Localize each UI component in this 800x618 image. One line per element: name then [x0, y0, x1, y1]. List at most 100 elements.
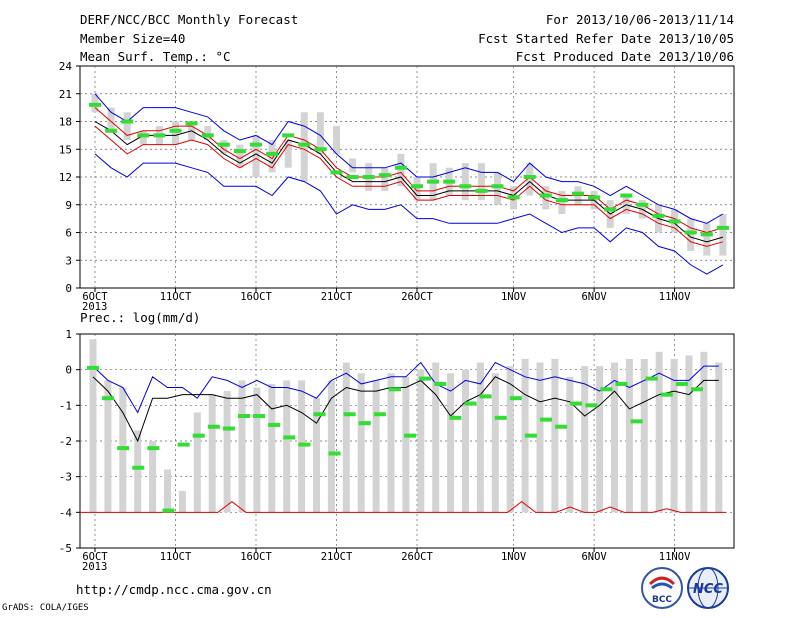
prec-median-mark — [283, 435, 296, 440]
prec-ytick-label: 0 — [65, 364, 72, 377]
temp-median-mark — [684, 230, 697, 235]
prec-median-mark — [192, 433, 205, 438]
prec-median-mark — [358, 421, 371, 426]
prec-spread-bar — [223, 391, 231, 513]
temp-spread-bar — [687, 218, 695, 251]
prec-spread-bar — [134, 430, 142, 513]
prec-spread-bar — [327, 380, 335, 513]
prec-spread-bar — [402, 376, 410, 513]
prec-xtick-year: 2013 — [82, 561, 107, 573]
temp-median-mark — [507, 195, 520, 200]
prec-spread-bar — [700, 351, 708, 513]
temp-spread-bar — [461, 163, 469, 201]
temp-median-mark — [620, 193, 633, 198]
prec-median-mark — [253, 414, 266, 419]
temp-median-mark — [427, 179, 440, 184]
temp-median-mark — [700, 232, 713, 237]
prec-median-mark — [268, 422, 281, 427]
temp-median-mark — [555, 198, 568, 203]
prec-spread-bar — [372, 380, 380, 513]
temp-median-mark — [394, 165, 407, 170]
prec-median-mark — [675, 381, 688, 386]
temp-xtick-label: 21OCT — [321, 291, 353, 303]
prec-spread-bar — [253, 387, 261, 513]
temp-ytick-label: 3 — [65, 254, 72, 267]
temp-spread-bar — [204, 126, 212, 140]
prec-median-mark — [464, 401, 477, 406]
temp-upper-quartile-line — [94, 107, 724, 234]
prec-median-mark — [313, 412, 326, 417]
temp-median-mark — [201, 133, 214, 138]
temp-median-mark — [233, 149, 246, 154]
temp-median-mark — [153, 133, 166, 138]
temp-xtick-label: 11NOV — [659, 291, 691, 303]
temp-spread-bar — [397, 153, 405, 187]
prec-ytick-label: -2 — [59, 435, 72, 448]
prec-spread-bar — [313, 398, 320, 513]
prec-median-mark — [434, 381, 447, 386]
temp-median-mark — [121, 119, 134, 124]
temp-spread-bar — [268, 140, 276, 173]
footer-url[interactable]: http://cmdp.ncc.cma.gov.cn — [76, 582, 272, 597]
prec-median-mark — [419, 376, 432, 381]
prec-xtick-label: 6OCT — [82, 551, 108, 563]
temp-xtick-label: 16OCT — [240, 291, 272, 303]
temp-median-mark — [89, 102, 101, 107]
prec-ytick-label: -5 — [59, 542, 72, 555]
prec-spread-bar — [283, 380, 291, 513]
prec-ytick-label: -4 — [59, 506, 73, 519]
temp-median-mark — [491, 184, 504, 189]
temp-median-mark — [330, 170, 343, 175]
prec-median-mark — [328, 451, 341, 456]
prec-median-mark — [222, 426, 235, 431]
bcc-logo: BCC — [641, 567, 683, 609]
prec-xtick-label: 21OCT — [321, 551, 353, 563]
ncc-logo: NCC — [687, 567, 729, 609]
prec-median-mark — [600, 387, 613, 392]
temp-median-mark — [378, 173, 391, 178]
prec-median-mark — [615, 381, 628, 386]
prec-spread-bar — [268, 383, 276, 513]
prec-spread-bar — [104, 380, 112, 513]
prec-spread-bar — [655, 351, 663, 513]
temp-spread-bar — [333, 126, 340, 154]
prec-xtick-label: 11OCT — [160, 551, 192, 563]
forecast-period: For 2013/10/06-2013/11/14 — [545, 12, 734, 27]
temp-median-mark — [652, 213, 665, 218]
prec-spread-bar — [208, 394, 216, 513]
temp-ytick-label: 9 — [65, 199, 72, 212]
temp-xtick-label: 1NOV — [501, 291, 527, 303]
temp-ytick-label: 15 — [59, 143, 72, 156]
prec-xtick-label: 1NOV — [501, 551, 527, 563]
temp-median-mark — [362, 175, 375, 179]
temp-spread-bar — [284, 140, 292, 168]
prec-spread-bar — [566, 376, 574, 513]
prec-median-mark — [540, 417, 552, 422]
temp-spread-bar — [252, 135, 260, 177]
temp-spread-bar — [558, 190, 566, 214]
prec-median-mark — [570, 401, 583, 406]
prec-median-mark — [630, 419, 643, 424]
temp-median-mark — [105, 128, 118, 133]
prec-spread-bar — [149, 441, 157, 513]
temp-spread-bar — [107, 107, 115, 131]
prec-spread-bar — [238, 380, 246, 513]
prec-spread-bar — [715, 362, 723, 513]
temp-spread-bar — [236, 144, 244, 168]
temp-median-mark — [137, 133, 150, 138]
prec-median-mark — [373, 412, 386, 417]
temp-xtick-label: 11OCT — [160, 291, 192, 303]
prec-ytick-label: -1 — [59, 399, 72, 412]
temp-ytick-label: 18 — [59, 116, 72, 129]
temp-spread-bar — [526, 163, 534, 196]
prec-median-mark — [494, 415, 507, 420]
prec-xtick-label: 26OCT — [401, 551, 433, 563]
prec-spread-bar — [357, 373, 365, 513]
prec-median-mark — [102, 396, 115, 401]
prec-xtick-label: 6NOV — [581, 551, 607, 563]
prec-spread-bar — [462, 369, 469, 513]
temp-ytick-label: 21 — [59, 88, 72, 101]
temp-median-mark — [185, 121, 198, 126]
temp-xtick-label: 6NOV — [581, 291, 607, 303]
temp-median-mark — [250, 142, 262, 147]
